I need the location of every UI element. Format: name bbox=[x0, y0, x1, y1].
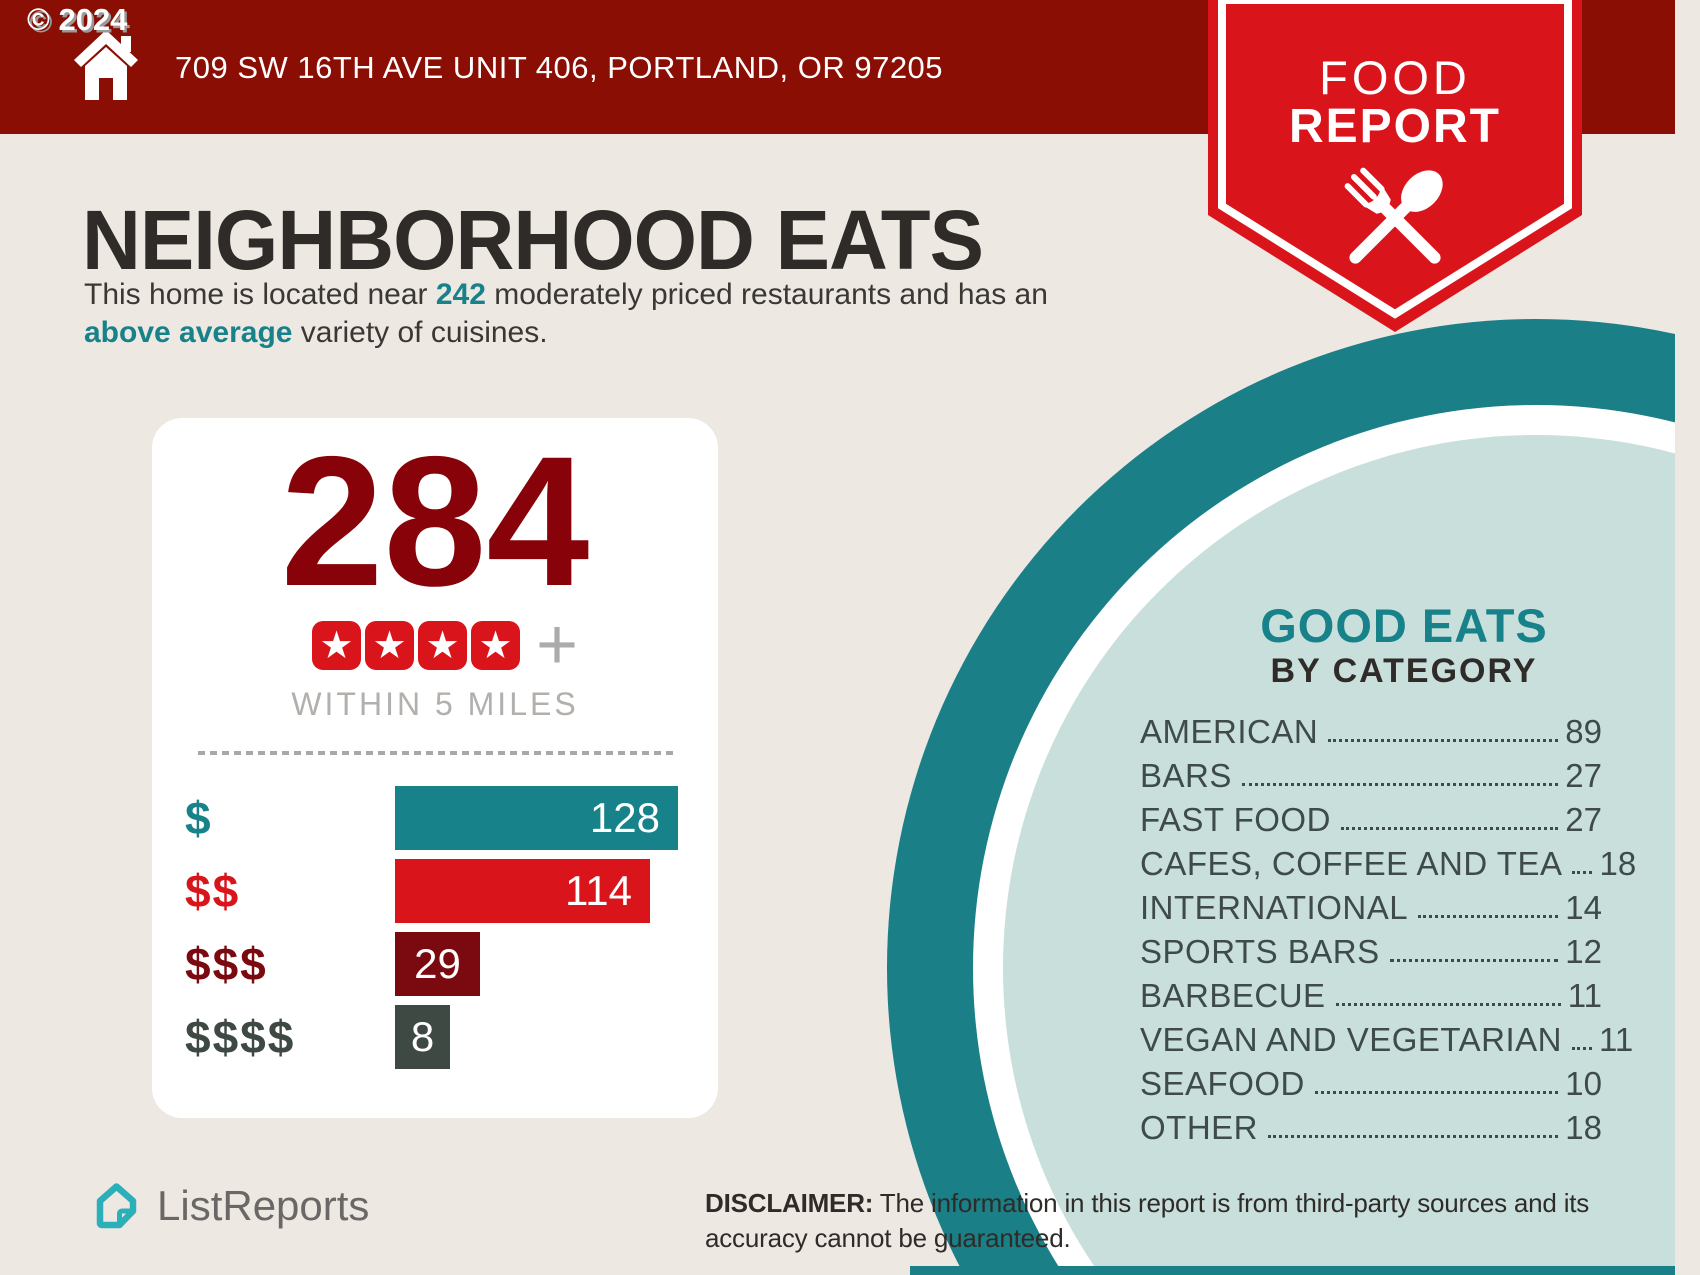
category-row: CAFES, COFFEE AND TEA 18 bbox=[1140, 842, 1636, 886]
category-label: BARBECUE bbox=[1140, 977, 1326, 1014]
radius-label: WITHIN 5 MILES bbox=[291, 686, 579, 722]
star-icon: ★ bbox=[365, 621, 414, 670]
category-label: FAST FOOD bbox=[1140, 801, 1331, 838]
category-value: 27 bbox=[1565, 801, 1602, 838]
price-tier-label: $ bbox=[185, 792, 213, 844]
price-bar: 29 bbox=[395, 932, 480, 996]
category-value: 89 bbox=[1565, 713, 1602, 750]
price-bar-value: 8 bbox=[410, 1013, 435, 1060]
category-value: 18 bbox=[1599, 845, 1637, 882]
listreports-logo: ListReports bbox=[93, 1180, 369, 1232]
good-eats-title: GOOD EATS bbox=[1260, 599, 1548, 652]
category-label: SEAFOOD bbox=[1140, 1065, 1305, 1102]
dotted-leader bbox=[1571, 1047, 1592, 1050]
price-tier-label: $$ bbox=[185, 865, 241, 917]
disclaimer: DISCLAIMER: The information in this repo… bbox=[705, 1186, 1675, 1256]
ribbon-title-report: REPORT bbox=[1288, 100, 1501, 153]
intro-paragraph: This home is located near 242 moderately… bbox=[84, 276, 1094, 352]
property-address: 709 SW 16TH AVE UNIT 406, PORTLAND, OR 9… bbox=[175, 50, 944, 85]
category-value: 12 bbox=[1565, 933, 1602, 970]
ribbon-title-food: FOOD bbox=[1319, 51, 1471, 104]
star-icon: ★ bbox=[418, 621, 467, 670]
star-icons: ★ ★ ★ ★ bbox=[312, 621, 524, 670]
dotted-leader bbox=[1241, 783, 1559, 786]
category-label: BARS bbox=[1140, 757, 1232, 794]
disclaimer-text: The information in this report is from t… bbox=[705, 1188, 1590, 1253]
category-value: 18 bbox=[1565, 1109, 1602, 1146]
category-row: VEGAN AND VEGETARIAN 11 bbox=[1140, 1018, 1633, 1062]
category-list: AMERICAN 89 BARS 27 FAST FOOD 27 CAFES, … bbox=[1140, 710, 1636, 1150]
category-value: 27 bbox=[1565, 757, 1602, 794]
category-row: INTERNATIONAL 14 bbox=[1140, 886, 1602, 930]
category-label: AMERICAN bbox=[1140, 713, 1319, 750]
dotted-leader bbox=[1340, 827, 1559, 830]
dotted-leader bbox=[1572, 871, 1593, 874]
star-rating: ★ ★ ★ ★ + bbox=[312, 605, 579, 685]
page-title: NEIGHBORHOOD EATS bbox=[82, 193, 984, 287]
dotted-leader bbox=[1389, 959, 1559, 962]
category-label: VEGAN AND VEGETARIAN bbox=[1140, 1021, 1562, 1058]
category-value: 10 bbox=[1565, 1065, 1602, 1102]
intro-text-mid: moderately priced restaurants and has an bbox=[485, 278, 1048, 311]
price-bar: 114 bbox=[395, 859, 650, 923]
dotted-leader bbox=[1314, 1091, 1559, 1094]
category-label: SPORTS BARS bbox=[1140, 933, 1380, 970]
price-bar-row: $ 128 bbox=[152, 786, 718, 850]
home-icon bbox=[70, 24, 142, 109]
price-tier-label: $$$$ bbox=[185, 1011, 296, 1063]
listreports-house-icon bbox=[96, 1183, 137, 1229]
price-bar: 8 bbox=[395, 1005, 450, 1069]
dotted-leader bbox=[1328, 739, 1559, 742]
category-row: AMERICAN 89 bbox=[1140, 710, 1602, 754]
intro-text-post: variety of cuisines. bbox=[292, 316, 548, 349]
total-restaurants: 284 bbox=[280, 419, 590, 625]
dashed-divider bbox=[198, 751, 676, 755]
dotted-leader bbox=[1268, 1135, 1559, 1138]
price-bar: 128 bbox=[395, 786, 678, 850]
category-label: INTERNATIONAL bbox=[1140, 889, 1409, 926]
category-row: SEAFOOD 10 bbox=[1140, 1062, 1602, 1106]
dotted-leader bbox=[1418, 915, 1559, 918]
restaurant-count: 242 bbox=[435, 278, 486, 311]
price-bar-row: $$$ 29 bbox=[152, 932, 718, 996]
star-icon: ★ bbox=[471, 621, 520, 670]
restaurant-stats-card: 284 ★ ★ ★ ★ + WITHIN 5 MILES $ 128 $$ 114 $… bbox=[152, 418, 718, 1118]
category-row: SPORTS BARS 12 bbox=[1140, 930, 1602, 974]
category-row: BARBECUE 11 bbox=[1140, 974, 1602, 1018]
plus-icon: + bbox=[536, 605, 579, 685]
category-value: 11 bbox=[1567, 977, 1602, 1014]
copyright: © 2024 bbox=[27, 2, 128, 37]
intro-highlight: above average bbox=[84, 316, 293, 349]
price-bar-row: $$ 114 bbox=[152, 859, 718, 923]
dotted-leader bbox=[1335, 1003, 1561, 1006]
star-icon: ★ bbox=[312, 621, 361, 670]
category-label: OTHER bbox=[1140, 1109, 1258, 1146]
category-row: OTHER 18 bbox=[1140, 1106, 1602, 1150]
price-bar-value: 114 bbox=[565, 867, 632, 914]
bottom-teal-bar bbox=[910, 1266, 1675, 1275]
price-bar-value: 128 bbox=[589, 794, 660, 841]
good-eats-subtitle: BY CATEGORY bbox=[1270, 652, 1538, 690]
category-row: FAST FOOD 27 bbox=[1140, 798, 1602, 842]
spoon-fork-icon bbox=[1344, 167, 1443, 264]
food-report-ribbon: FOOD REPORT bbox=[1208, 0, 1582, 336]
category-value: 11 bbox=[1598, 1021, 1634, 1058]
category-label: CAFES, COFFEE AND TEA bbox=[1140, 845, 1563, 882]
category-row: BARS 27 bbox=[1140, 754, 1602, 798]
price-bar-value: 29 bbox=[414, 940, 461, 987]
price-tier-label: $$$ bbox=[185, 938, 268, 990]
price-bar-row: $$$$ 8 bbox=[152, 1005, 718, 1069]
disclaimer-label: DISCLAIMER: bbox=[705, 1188, 874, 1218]
intro-text-pre: This home is located near bbox=[84, 278, 436, 311]
brand-name: ListReports bbox=[157, 1182, 370, 1229]
category-value: 14 bbox=[1565, 889, 1602, 926]
